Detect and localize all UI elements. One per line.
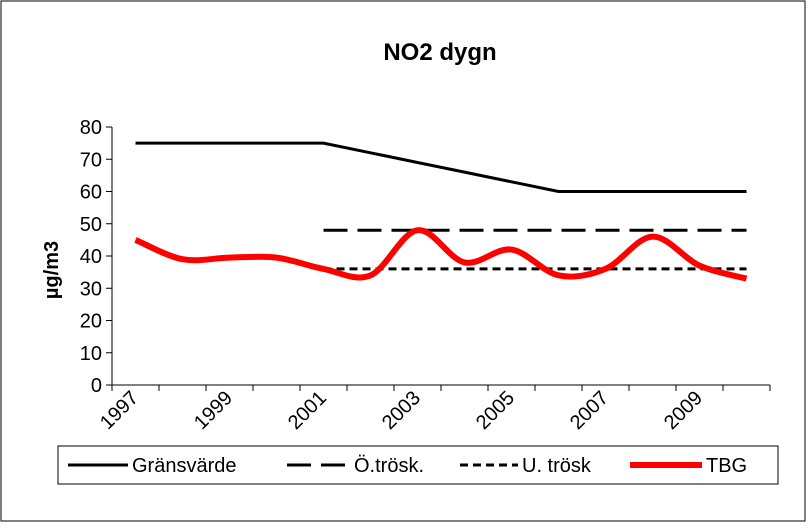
y-tick-label: 70 [80,149,102,171]
chart-title: NO2 dygn [383,39,496,66]
legend-label: Ö.trösk. [354,455,424,477]
legend-label: U. trösk [522,455,592,477]
y-tick-label: 40 [80,246,102,268]
y-tick-label: 20 [80,311,102,333]
legend-label: Gränsvärde [132,455,237,477]
series-line [135,141,747,193]
y-tick-label: 80 [80,117,102,139]
legend-label: TBG [706,455,747,477]
y-tick-label: 0 [91,375,102,397]
y-tick-label: 50 [80,214,102,236]
y-tick-label: 60 [80,182,102,204]
y-tick-label: 30 [80,278,102,300]
y-tick-label: 10 [80,343,102,365]
y-axis-label: µg/m3 [41,241,63,299]
series-line [134,227,748,282]
